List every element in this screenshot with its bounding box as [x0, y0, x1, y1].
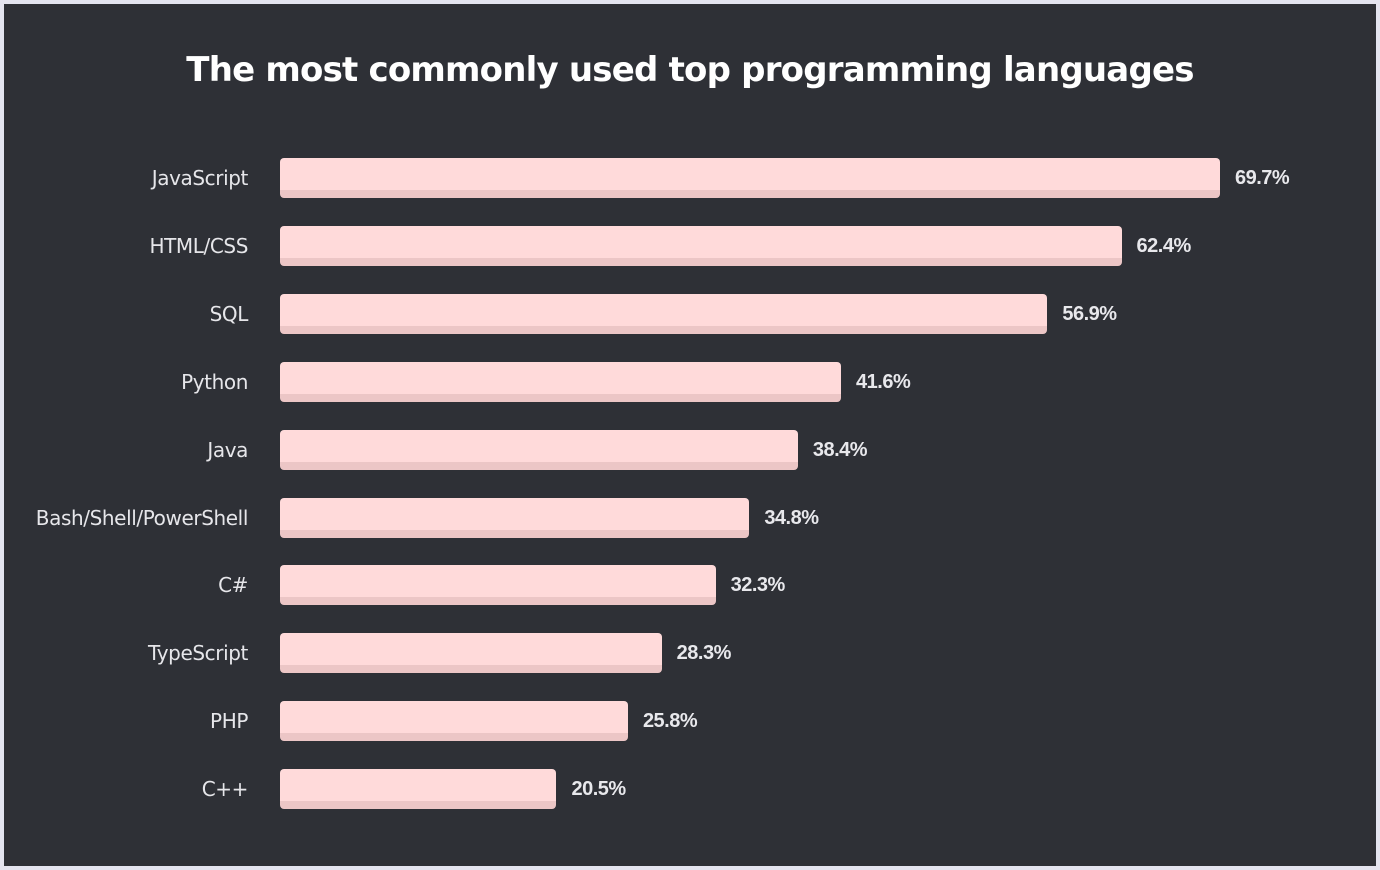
bar: [280, 293, 1048, 334]
bar-row: TypeScript 28.3%: [4, 633, 1376, 674]
bar-row: SQL 56.9%: [4, 293, 1376, 334]
bar-row: Python 41.6%: [4, 361, 1376, 402]
bar: [280, 429, 798, 470]
bar: [280, 158, 1220, 198]
category-label: HTML/CSS: [149, 233, 248, 258]
bar-row: JavaScript 69.7%: [4, 158, 1376, 198]
category-label: JavaScript: [151, 166, 249, 190]
bar-row: PHP 25.8%: [4, 701, 1376, 742]
bar: [280, 769, 557, 810]
bar: [280, 565, 716, 606]
category-label: C++: [201, 777, 249, 802]
bar: [280, 701, 628, 742]
bar: [280, 633, 662, 674]
category-label: TypeScript: [148, 641, 248, 666]
bar: [280, 225, 1122, 266]
category-label: Python: [181, 369, 248, 394]
category-label: Java: [207, 437, 248, 462]
value-label: 62.4%: [1136, 234, 1192, 257]
value-label: 32.3%: [730, 574, 786, 597]
chart-panel: The most commonly used top programming l…: [4, 4, 1376, 866]
value-label: 41.6%: [856, 370, 911, 393]
bar: [280, 497, 750, 538]
value-label: 28.3%: [676, 642, 732, 665]
value-label: 56.9%: [1062, 302, 1117, 325]
category-label: C#: [218, 573, 248, 598]
category-label: PHP: [210, 709, 248, 734]
value-label: 25.8%: [642, 710, 698, 733]
bar-row: C++ 20.5%: [4, 769, 1376, 810]
bar-row: Bash/Shell/PowerShell 34.8%: [4, 497, 1376, 538]
bar-row: Java 38.4%: [4, 429, 1376, 470]
value-label: 20.5%: [571, 778, 626, 801]
category-label: Bash/Shell/PowerShell: [35, 505, 249, 530]
bar-row: HTML/CSS 62.4%: [4, 225, 1376, 266]
bar-rows: JavaScript 69.7% HTML/CSS 62.4% SQL 56.9% Pyth…: [4, 4, 1376, 866]
value-label: 69.7%: [1235, 167, 1290, 189]
bar: [280, 361, 842, 402]
value-label: 38.4%: [812, 438, 868, 461]
category-label: SQL: [209, 301, 249, 326]
value-label: 34.8%: [764, 506, 819, 529]
chart-title: The most commonly used top programming l…: [186, 50, 1194, 90]
bar-row: C# 32.3%: [4, 565, 1376, 606]
